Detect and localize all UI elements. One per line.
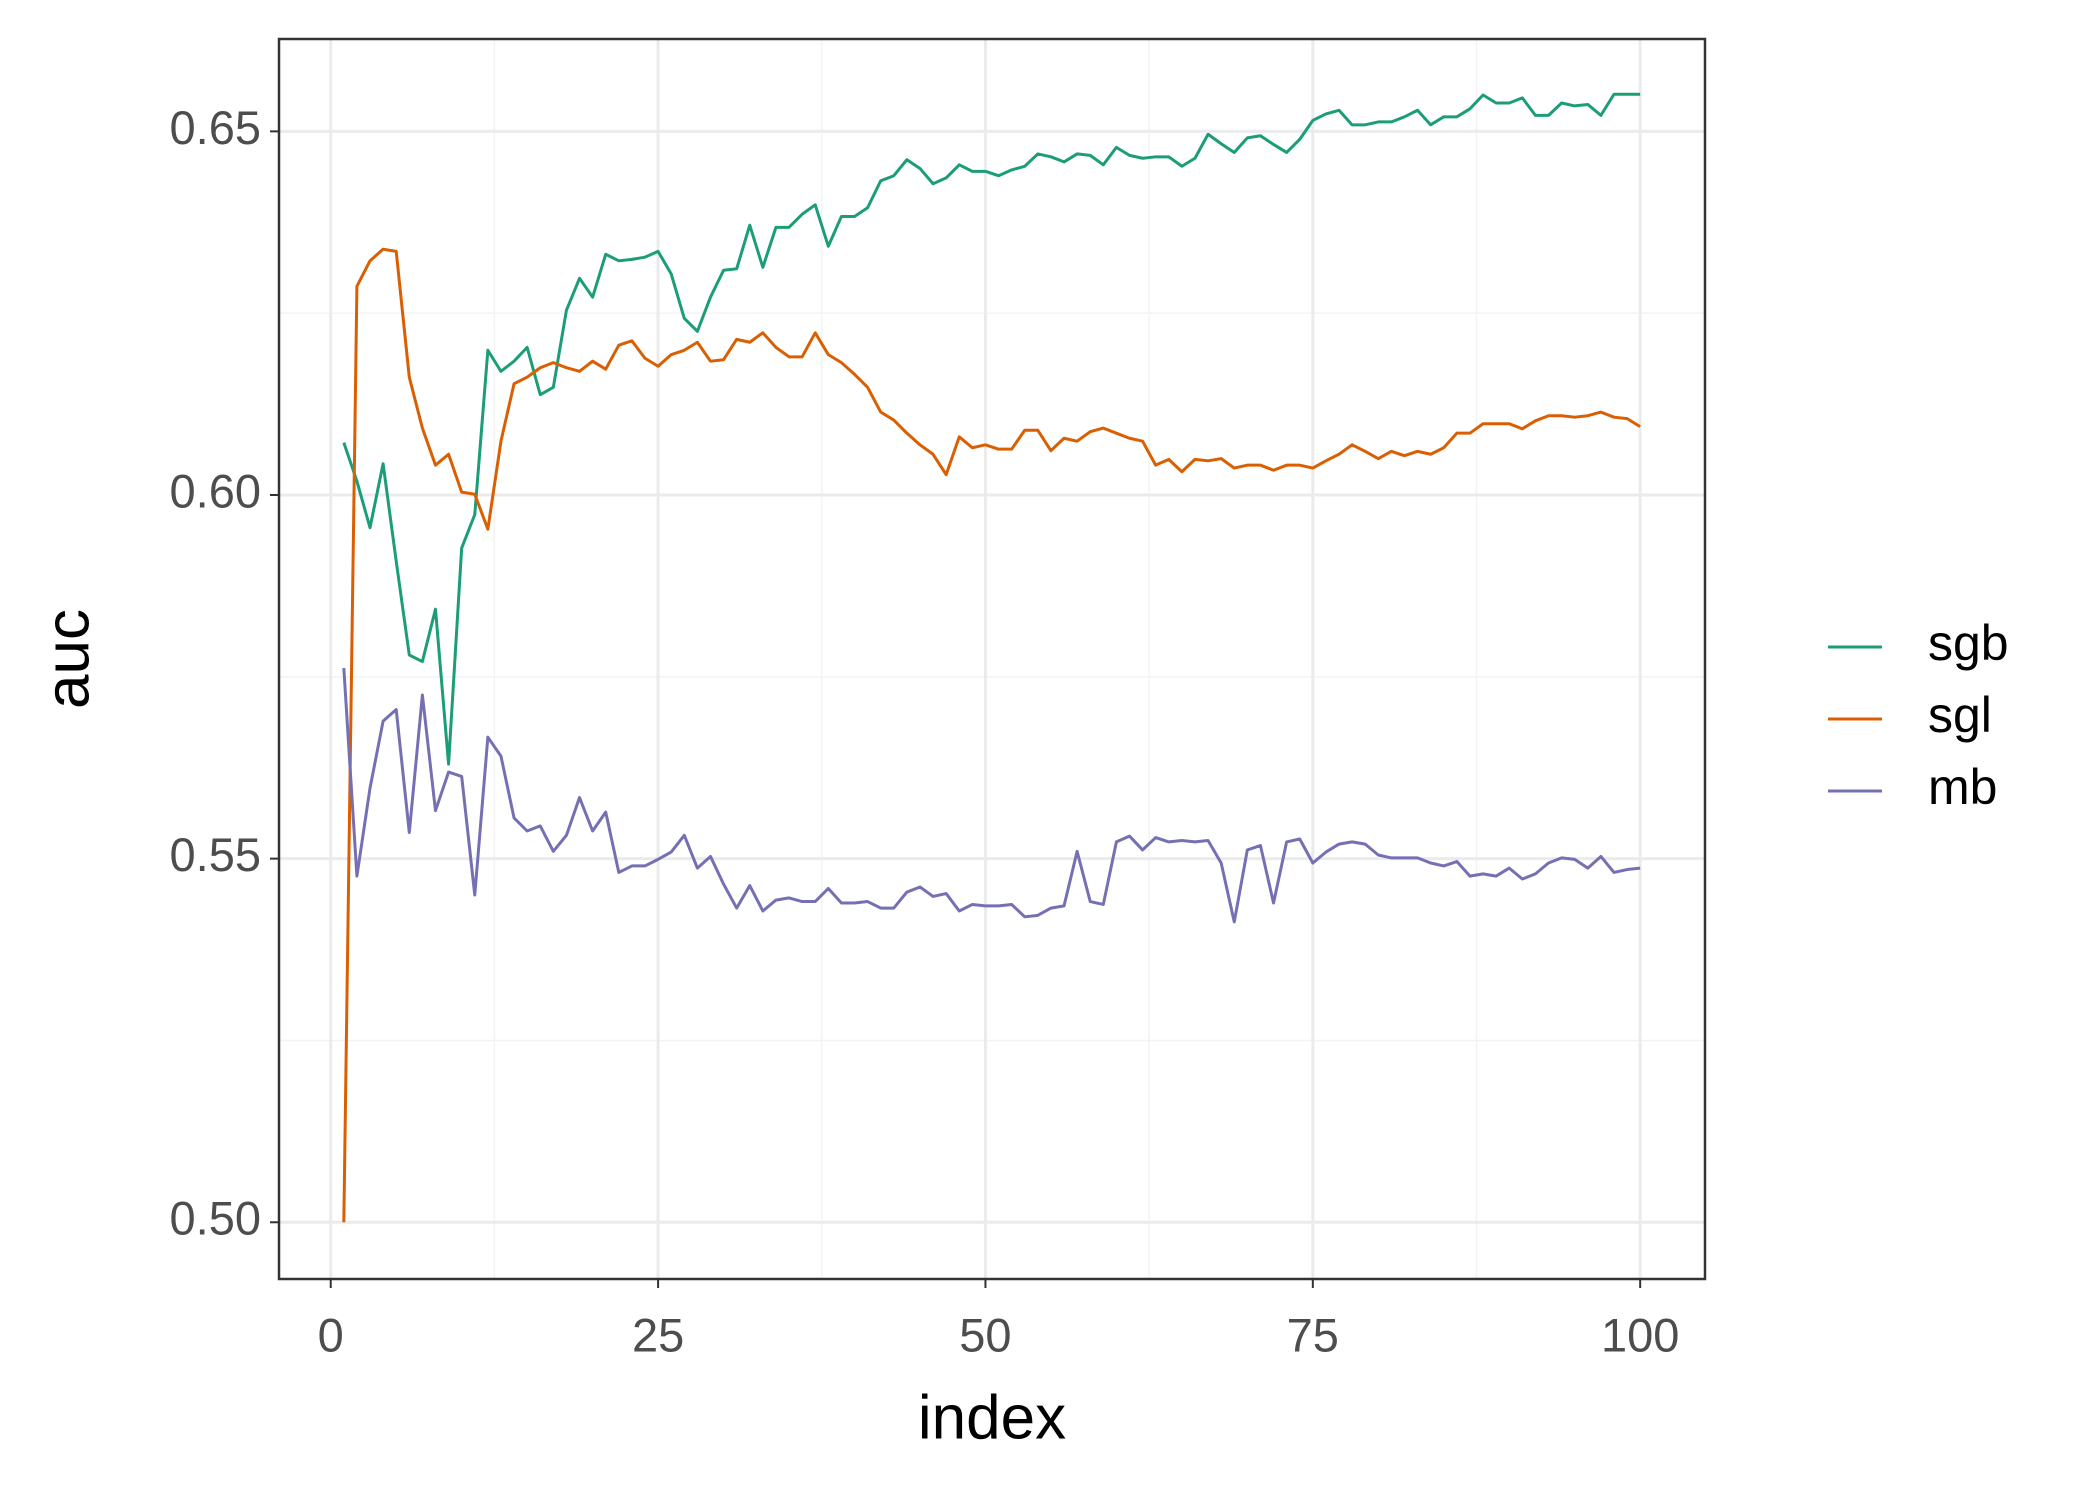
y-axis-title: auc (33, 609, 102, 709)
y-tick-label: 0.50 (170, 1192, 261, 1245)
panel-border (277, 37, 1707, 1281)
x-tick-label: 50 (959, 1308, 1011, 1361)
x-tick-label: 25 (632, 1308, 684, 1361)
legend-label: sgb (1928, 615, 2009, 671)
legend-label: sgl (1928, 687, 1992, 743)
legend-label: mb (1928, 759, 1997, 815)
series-line (342, 92, 1641, 766)
x-tick-label: 0 (318, 1308, 344, 1361)
x-axis-title: index (918, 1383, 1066, 1452)
series-line (342, 247, 1641, 1223)
y-tick-label: 0.60 (170, 464, 261, 517)
series-line (342, 667, 1641, 924)
y-tick-label: 0.65 (170, 101, 261, 154)
panel (279, 39, 1705, 1279)
x-tick-label: 75 (1287, 1308, 1339, 1361)
x-tick-label: 100 (1601, 1308, 1679, 1361)
y-tick-label: 0.55 (170, 828, 261, 881)
